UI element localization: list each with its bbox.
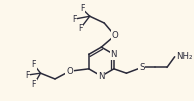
Text: F: F [80, 4, 84, 13]
Text: F: F [32, 60, 36, 69]
Text: F: F [32, 80, 36, 89]
Text: NH₂: NH₂ [176, 52, 192, 61]
Text: F: F [25, 71, 29, 80]
Text: O: O [66, 67, 73, 76]
Text: N: N [111, 50, 117, 59]
Text: S: S [139, 63, 145, 72]
Text: F: F [78, 24, 82, 33]
Text: O: O [112, 31, 118, 40]
Text: N: N [98, 72, 105, 81]
Text: F: F [72, 15, 77, 24]
